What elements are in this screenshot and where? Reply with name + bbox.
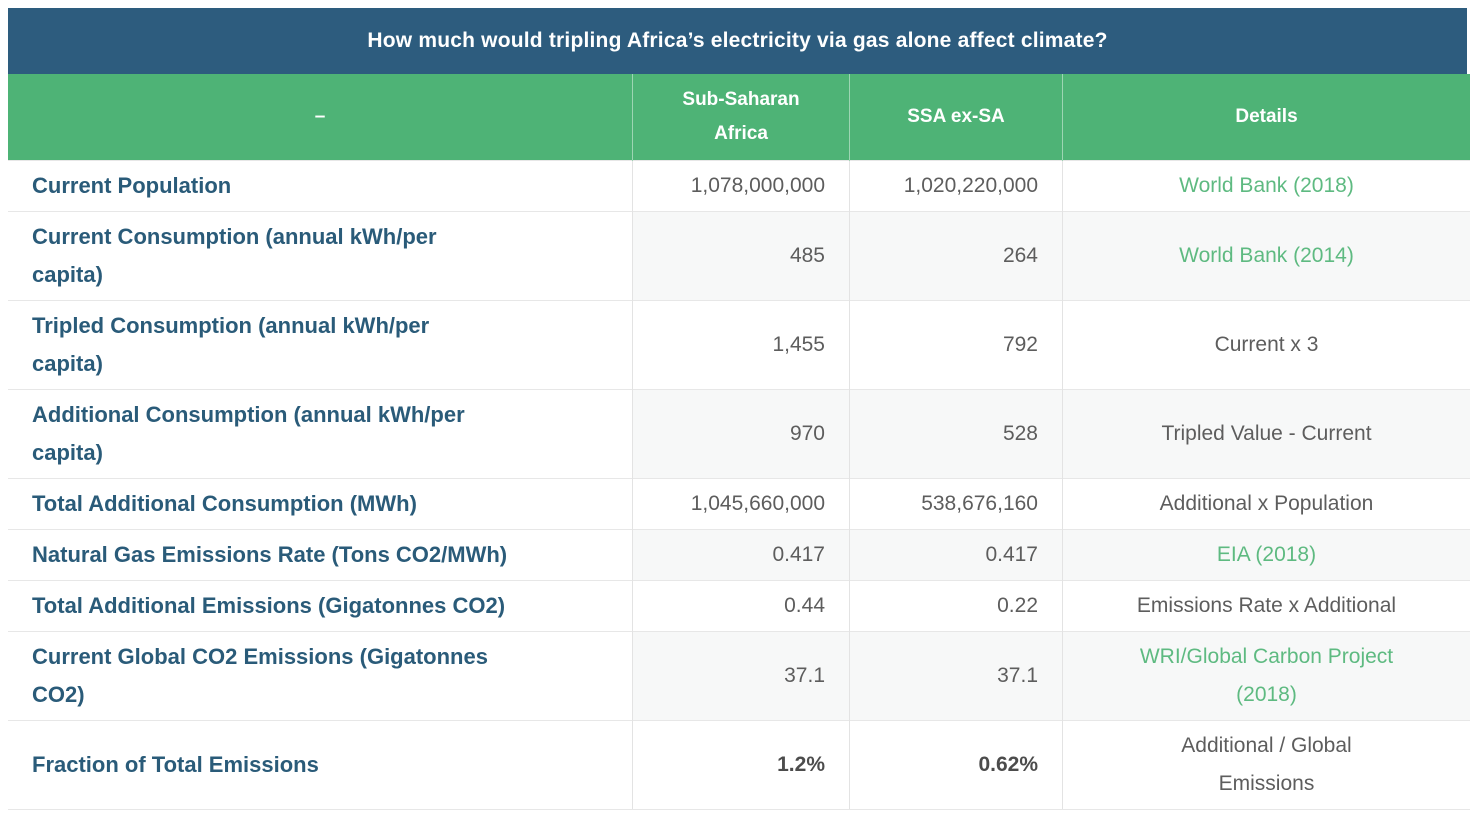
- value-cell-ssa-ex-sa: 0.417: [849, 529, 1063, 581]
- col-header-ssa-ex-sa: SSA ex-SA: [849, 74, 1063, 161]
- value-cell-ssa-ex-sa: 0.22: [849, 580, 1063, 632]
- value-cell-ssa: 1.2%: [632, 720, 850, 810]
- value-cell-ssa-ex-sa: 1,020,220,000: [849, 160, 1063, 212]
- value-cell-ssa: 0.44: [632, 580, 850, 632]
- details-cell: Current x 3: [1062, 300, 1470, 390]
- table-title-bar: How much would tripling Africa’s electri…: [8, 8, 1467, 74]
- value-cell-ssa-ex-sa: 264: [849, 211, 1063, 301]
- table-row: Total Additional Consumption (MWh) 1,045,…: [8, 478, 1470, 530]
- table-header: – Sub-Saharan Africa SSA ex-SA Details: [8, 74, 1470, 161]
- col-header-sub-saharan-africa: Sub-Saharan Africa: [632, 74, 850, 161]
- table-row: Additional Consumption (annual kWh/per c…: [8, 389, 1470, 479]
- table-title: How much would tripling Africa’s electri…: [367, 29, 1108, 52]
- details-source-link[interactable]: WRI/Global Carbon Project (2018): [1062, 631, 1470, 721]
- table-row: Natural Gas Emissions Rate (Tons CO2/MWh…: [8, 529, 1470, 581]
- infographic-table: How much would tripling Africa’s electri…: [8, 8, 1470, 810]
- data-table: – Sub-Saharan Africa SSA ex-SA Details C…: [8, 74, 1470, 810]
- header-row: – Sub-Saharan Africa SSA ex-SA Details: [8, 74, 1470, 161]
- row-label-cell: Current Population: [8, 160, 633, 212]
- details-cell: Additional / Global Emissions: [1062, 720, 1470, 810]
- value-cell-ssa-ex-sa: 0.62%: [849, 720, 1063, 810]
- table-row: Total Additional Emissions (Gigatonnes C…: [8, 580, 1470, 632]
- row-label-cell: Current Global CO2 Emissions (Gigatonnes…: [8, 631, 633, 721]
- row-label-cell: Total Additional Consumption (MWh): [8, 478, 633, 530]
- table-row: Tripled Consumption (annual kWh/per capi…: [8, 300, 1470, 390]
- value-cell-ssa: 1,078,000,000: [632, 160, 850, 212]
- value-cell-ssa: 1,045,660,000: [632, 478, 850, 530]
- value-cell-ssa: 1,455: [632, 300, 850, 390]
- col-header-blank: –: [8, 74, 633, 161]
- value-cell-ssa-ex-sa: 37.1: [849, 631, 1063, 721]
- table-row: Current Consumption (annual kWh/per capi…: [8, 211, 1470, 301]
- row-label-cell: Current Consumption (annual kWh/per capi…: [8, 211, 633, 301]
- details-source-link[interactable]: World Bank (2014): [1062, 211, 1470, 301]
- details-source-link[interactable]: World Bank (2018): [1062, 160, 1470, 212]
- row-label-cell: Natural Gas Emissions Rate (Tons CO2/MWh…: [8, 529, 633, 581]
- row-label-cell: Tripled Consumption (annual kWh/per capi…: [8, 300, 633, 390]
- col-header-details: Details: [1062, 74, 1470, 161]
- value-cell-ssa: 485: [632, 211, 850, 301]
- value-cell-ssa-ex-sa: 538,676,160: [849, 478, 1063, 530]
- value-cell-ssa-ex-sa: 792: [849, 300, 1063, 390]
- table-row: Fraction of Total Emissions 1.2% 0.62% Addi…: [8, 720, 1470, 810]
- details-cell: Additional x Population: [1062, 478, 1470, 530]
- value-cell-ssa-ex-sa: 528: [849, 389, 1063, 479]
- value-cell-ssa: 970: [632, 389, 850, 479]
- details-source-link[interactable]: EIA (2018): [1062, 529, 1470, 581]
- table-body: Current Population 1,078,000,000 1,020,220…: [8, 160, 1470, 810]
- table-row: Current Global CO2 Emissions (Gigatonnes…: [8, 631, 1470, 721]
- row-label-cell: Additional Consumption (annual kWh/per c…: [8, 389, 633, 479]
- table-row: Current Population 1,078,000,000 1,020,220…: [8, 160, 1470, 212]
- details-cell: Emissions Rate x Additional: [1062, 580, 1470, 632]
- details-cell: Tripled Value - Current: [1062, 389, 1470, 479]
- value-cell-ssa: 0.417: [632, 529, 850, 581]
- value-cell-ssa: 37.1: [632, 631, 850, 721]
- row-label-cell: Fraction of Total Emissions: [8, 720, 633, 810]
- row-label-cell: Total Additional Emissions (Gigatonnes C…: [8, 580, 633, 632]
